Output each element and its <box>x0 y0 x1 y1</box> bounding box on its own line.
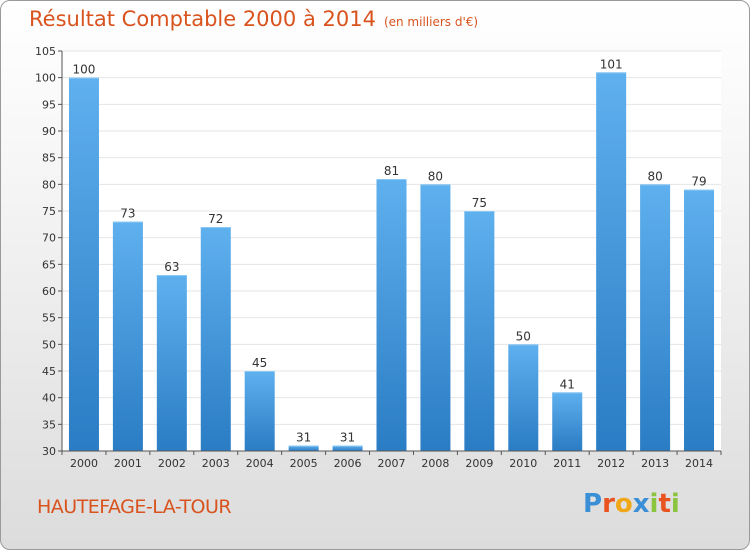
bar-2006 <box>332 445 363 451</box>
y-tick-label: 40 <box>42 392 56 405</box>
y-tick-label: 75 <box>42 205 56 218</box>
bar-2012 <box>596 72 627 451</box>
bar-2000 <box>68 77 99 452</box>
bar-2009 <box>464 211 495 451</box>
x-tick-label-2012: 2012 <box>597 457 625 470</box>
bar-2005 <box>288 445 319 451</box>
y-tick-label: 65 <box>42 258 56 271</box>
bar-2004 <box>244 371 275 451</box>
data-label-2014: 79 <box>691 175 706 189</box>
y-tick-label: 35 <box>42 418 56 431</box>
y-tick-label: 95 <box>42 98 56 111</box>
y-tick-label: 80 <box>42 178 56 191</box>
data-label-2002: 63 <box>164 260 179 274</box>
y-tick-label: 50 <box>42 338 56 351</box>
x-tick-label-2001: 2001 <box>114 457 142 470</box>
x-tick-label-2002: 2002 <box>158 457 186 470</box>
logo-letter: o <box>614 489 633 519</box>
data-label-2003: 72 <box>208 212 223 226</box>
x-tick-label-2005: 2005 <box>290 457 318 470</box>
data-label-2007: 81 <box>384 164 399 178</box>
y-tick-label: 70 <box>42 232 56 245</box>
logo-letter: i <box>649 489 659 519</box>
bar-2002 <box>156 275 187 451</box>
x-tick-label-2000: 2000 <box>70 457 98 470</box>
x-tick-label-2013: 2013 <box>641 457 669 470</box>
x-tick-label-2008: 2008 <box>421 457 449 470</box>
chart-title-text: Résultat Comptable 2000 à 2014 <box>29 7 376 31</box>
chart-subtitle: (en milliers d'€) <box>383 15 479 29</box>
logo-letter: x <box>632 489 650 519</box>
bar-2014 <box>684 189 715 451</box>
data-label-2012: 101 <box>600 57 623 71</box>
y-tick-label: 60 <box>42 285 56 298</box>
data-label-2008: 80 <box>428 169 443 183</box>
bars <box>68 72 715 452</box>
bar-2011 <box>552 392 583 451</box>
x-tick-label-2010: 2010 <box>509 457 537 470</box>
x-tick-label-2011: 2011 <box>553 457 581 470</box>
bar-2013 <box>640 184 671 452</box>
y-tick-label: 45 <box>42 365 56 378</box>
y-axis: 30 35 40 45 50 55 60 65 70 75 80 85 90 95 100 105 <box>35 45 63 458</box>
proxiti-logo: Proxiti <box>583 489 680 519</box>
y-tick-label: 85 <box>42 152 56 165</box>
logo-letter: r <box>602 489 615 519</box>
y-tick-label: 90 <box>42 125 56 138</box>
y-tick-label: 30 <box>42 445 56 458</box>
data-label-2000: 100 <box>73 63 96 77</box>
data-label-2006: 31 <box>340 431 355 445</box>
x-tick-label-2006: 2006 <box>334 457 362 470</box>
bar-2008 <box>420 184 451 452</box>
y-tick-label: 100 <box>35 72 56 85</box>
data-label-2004: 45 <box>252 356 267 370</box>
x-tick-label-2007: 2007 <box>378 457 406 470</box>
data-labels: 100 73 63 72 45 31 31 81 80 75 50 41 101 80 79 <box>73 57 707 444</box>
x-tick-label-2009: 2009 <box>465 457 493 470</box>
data-label-2010: 50 <box>516 329 531 343</box>
logo-letter: i <box>670 489 680 519</box>
y-tick-label: 55 <box>42 312 56 325</box>
bar-2010 <box>508 344 539 451</box>
data-label-2011: 41 <box>560 377 575 391</box>
x-axis: 2000 2001 2002 2003 2004 2005 2006 2007 2008 2009… <box>61 450 722 470</box>
data-label-2009: 75 <box>472 196 487 210</box>
data-label-2013: 80 <box>647 169 662 183</box>
data-label-2001: 73 <box>120 207 135 221</box>
x-tick-label-2003: 2003 <box>202 457 230 470</box>
data-label-2005: 31 <box>296 431 311 445</box>
chart-title: Résultat Comptable 2000 à 2014 (en millie… <box>29 7 478 31</box>
bar-2001 <box>112 221 143 451</box>
y-tick-label: 105 <box>35 45 56 58</box>
logo-letter: P <box>583 489 603 519</box>
bar-2007 <box>376 179 407 451</box>
x-tick-label-2014: 2014 <box>685 457 713 470</box>
x-tick-label-2004: 2004 <box>246 457 274 470</box>
logo-letter: t <box>658 489 671 519</box>
commune-name: HAUTEFAGE-LA-TOUR <box>37 496 232 518</box>
bar-2003 <box>200 227 231 451</box>
